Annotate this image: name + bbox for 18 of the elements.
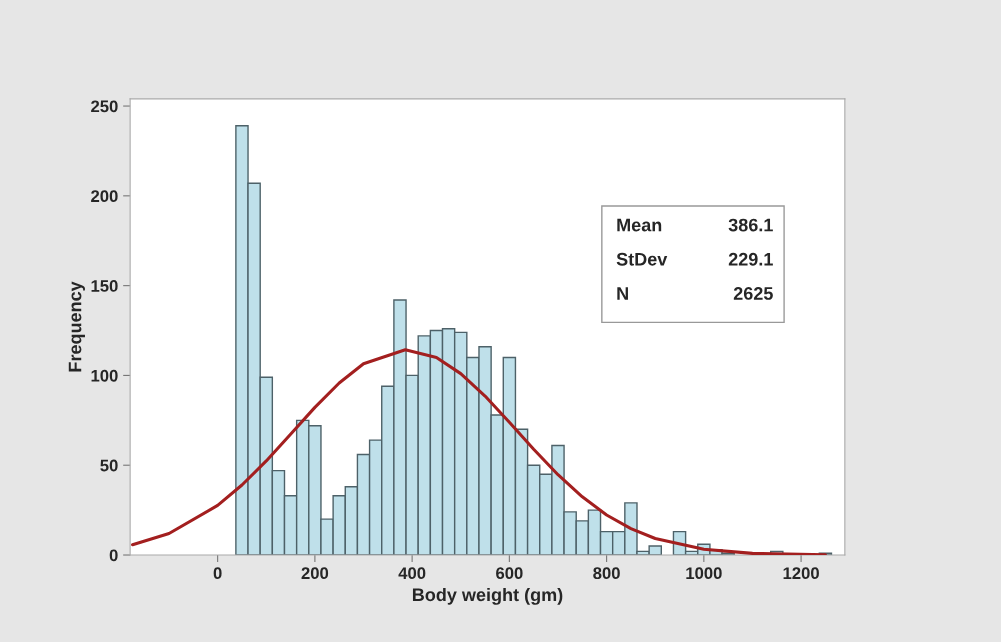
y-axis-title: Frequency bbox=[68, 281, 85, 372]
x-tick-label: 1200 bbox=[783, 567, 819, 580]
x-tick-label: 400 bbox=[398, 567, 426, 580]
x-axis-title: Body weight (gm) bbox=[412, 587, 563, 605]
y-tick-label: 150 bbox=[91, 280, 118, 292]
x-tick-label: 800 bbox=[593, 567, 620, 580]
y-tick-label: 50 bbox=[100, 459, 118, 472]
x-tick-label: 600 bbox=[496, 567, 523, 580]
y-tick-label: 100 bbox=[91, 369, 118, 382]
x-tick-label: 1000 bbox=[686, 567, 722, 580]
text: StDev 229.1 bbox=[616, 252, 773, 266]
y-tick-label: 0 bbox=[109, 549, 118, 562]
x-tick-label: 200 bbox=[301, 567, 329, 580]
text: N 2625 bbox=[617, 287, 773, 300]
x-tick-label: 0 bbox=[213, 567, 222, 580]
y-tick-label: 250 bbox=[91, 100, 118, 113]
text: Mean 386.1 bbox=[617, 218, 773, 232]
y-tick-label: 200 bbox=[91, 190, 118, 203]
